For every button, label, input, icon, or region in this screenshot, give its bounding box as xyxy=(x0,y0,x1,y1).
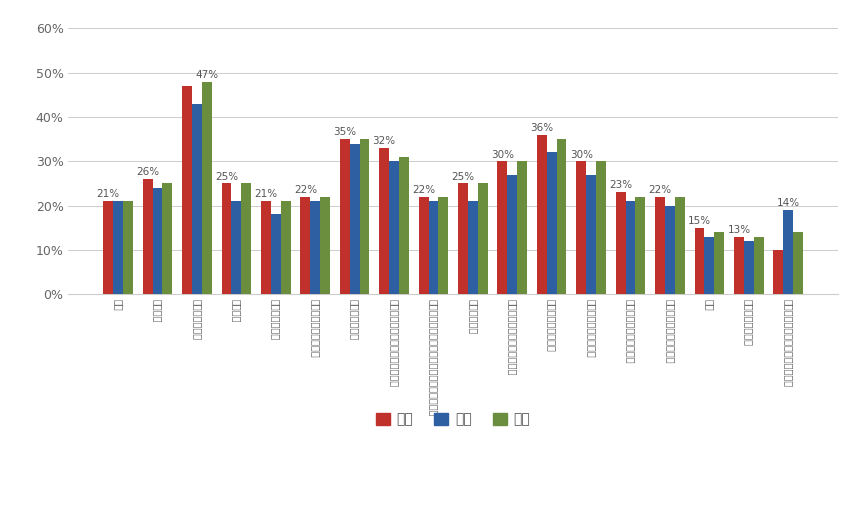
Bar xyxy=(557,139,567,294)
Bar xyxy=(507,174,517,294)
Bar xyxy=(714,232,724,294)
Bar xyxy=(300,197,310,294)
Bar xyxy=(202,82,212,294)
Bar xyxy=(123,201,133,294)
Bar xyxy=(221,184,232,294)
Bar xyxy=(320,197,330,294)
Text: 22%: 22% xyxy=(294,185,317,195)
Bar xyxy=(596,161,606,294)
Bar xyxy=(143,179,153,294)
Text: 26%: 26% xyxy=(136,167,159,177)
Text: 25%: 25% xyxy=(451,172,475,182)
Text: 36%: 36% xyxy=(530,123,553,133)
Bar xyxy=(793,232,803,294)
Bar xyxy=(705,237,714,294)
Bar xyxy=(517,161,527,294)
Text: 14%: 14% xyxy=(776,198,799,208)
Bar xyxy=(280,201,291,294)
Bar xyxy=(665,205,675,294)
Bar xyxy=(546,153,557,294)
Bar xyxy=(339,139,350,294)
Bar xyxy=(192,104,202,294)
Text: 23%: 23% xyxy=(609,180,632,191)
Text: 35%: 35% xyxy=(333,127,357,137)
Bar xyxy=(478,184,487,294)
Bar xyxy=(616,192,626,294)
Bar xyxy=(734,237,744,294)
Bar xyxy=(458,184,468,294)
Bar xyxy=(350,143,360,294)
Bar xyxy=(694,228,705,294)
Bar xyxy=(468,201,478,294)
Text: 30%: 30% xyxy=(569,150,593,160)
Bar xyxy=(360,139,369,294)
Bar xyxy=(753,237,764,294)
Bar xyxy=(428,201,439,294)
Bar xyxy=(113,201,123,294)
Bar xyxy=(626,201,635,294)
Bar xyxy=(744,241,753,294)
Bar xyxy=(162,184,173,294)
Legend: 女性, 男性, 総計: 女性, 男性, 総計 xyxy=(370,407,536,432)
Text: 30%: 30% xyxy=(491,150,514,160)
Bar xyxy=(783,210,793,294)
Bar xyxy=(635,197,646,294)
Bar xyxy=(655,197,665,294)
Bar xyxy=(774,250,783,294)
Bar xyxy=(310,201,320,294)
Bar xyxy=(261,201,271,294)
Bar xyxy=(587,174,596,294)
Bar xyxy=(271,214,280,294)
Text: 47%: 47% xyxy=(195,70,218,80)
Bar xyxy=(498,161,507,294)
Text: 32%: 32% xyxy=(373,136,396,146)
Bar xyxy=(182,86,192,294)
Text: 25%: 25% xyxy=(215,172,238,182)
Bar xyxy=(439,197,448,294)
Bar xyxy=(399,157,409,294)
Bar xyxy=(380,148,389,294)
Text: 15%: 15% xyxy=(688,216,711,226)
Bar xyxy=(103,201,113,294)
Text: 21%: 21% xyxy=(97,189,120,199)
Bar xyxy=(389,161,399,294)
Bar xyxy=(241,184,251,294)
Bar xyxy=(419,197,428,294)
Text: 22%: 22% xyxy=(412,185,435,195)
Bar xyxy=(576,161,587,294)
Bar xyxy=(675,197,685,294)
Text: 13%: 13% xyxy=(728,225,751,235)
Bar xyxy=(232,201,241,294)
Bar xyxy=(153,188,162,294)
Text: 21%: 21% xyxy=(255,189,278,199)
Bar xyxy=(537,135,546,294)
Text: 22%: 22% xyxy=(648,185,672,195)
